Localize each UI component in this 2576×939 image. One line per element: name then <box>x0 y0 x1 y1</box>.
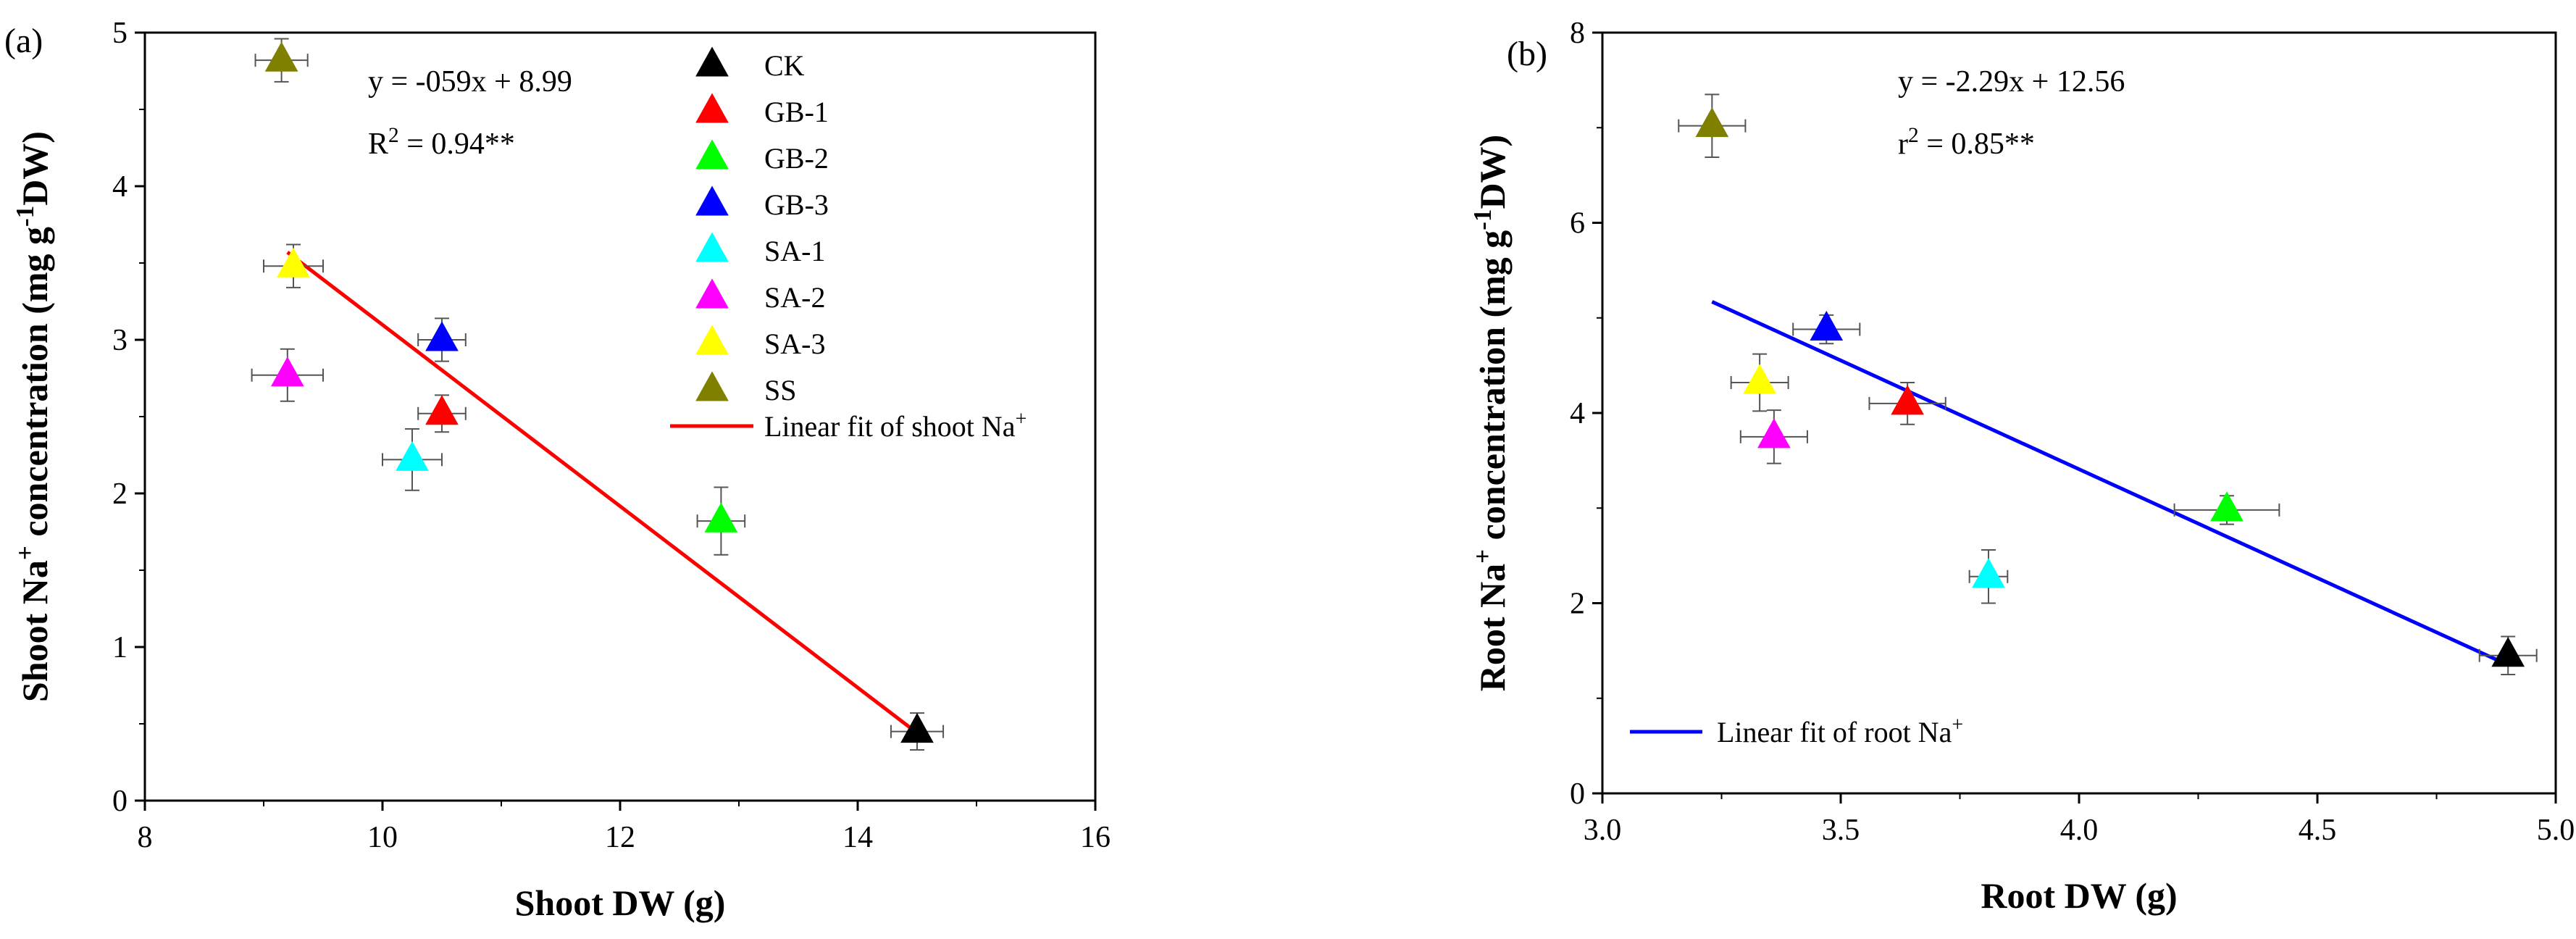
legend-label: CK <box>764 49 805 82</box>
x-axis-label: Root DW (g) <box>1981 875 2177 916</box>
plot-frame <box>1601 31 2557 795</box>
data-point-gb-1 <box>1891 385 1924 415</box>
legend-marker-sa-3 <box>695 325 729 355</box>
data-point-sa-1 <box>396 441 429 471</box>
y-tick-label: 3 <box>112 324 127 357</box>
x-tick-label: 16 <box>1080 821 1111 854</box>
data-point-gb-2 <box>704 502 738 533</box>
r-squared-superscript: 2 <box>388 124 399 147</box>
y-tick-label: 0 <box>1570 777 1585 811</box>
legend-marker-gb-2 <box>695 139 729 170</box>
y-axis-label-superscript: -1 <box>11 206 39 227</box>
data-point-sa-2 <box>270 356 304 387</box>
legend-label: GB-2 <box>764 142 829 175</box>
y-tick-label: 2 <box>112 477 127 511</box>
legend-label: SA-3 <box>764 327 825 360</box>
linear-fit-line <box>1711 300 2509 667</box>
legend-fit-label-part: Linear fit of shoot Na <box>764 410 1016 443</box>
y-tick-label: 0 <box>112 785 127 818</box>
legend-fit-label-superscript: + <box>1952 714 1963 736</box>
panel-label: (b) <box>1507 35 1547 73</box>
y-axis-label-superscript: -1 <box>1468 209 1497 230</box>
linear-fit-line <box>286 251 913 730</box>
y-tick-label: 2 <box>1570 588 1585 621</box>
data-point-ss <box>264 41 298 72</box>
panel-b-root: 3.0 3.5 4.0 4.5 5.0 0 2 4 6 8 Root DW (g) Root Na+ … <box>1468 17 2575 916</box>
y-tick-label: 8 <box>1570 17 1585 50</box>
r-squared-part: = 0.94** <box>399 128 515 161</box>
y-axis-label-part: DW) <box>14 131 55 206</box>
r-squared: R2 = 0.94** <box>368 124 515 161</box>
legend-label: GB-1 <box>764 96 829 128</box>
x-tick-label: 12 <box>605 821 635 854</box>
x-tick-label: 4.0 <box>2060 814 2099 847</box>
r-squared-part: r <box>1898 128 1908 161</box>
legend-fit-label-part: Linear fit of root Na <box>1717 716 1952 748</box>
data-point-gb-3 <box>425 321 459 351</box>
legend-fit-label: Linear fit of shoot Na+ <box>764 408 1026 443</box>
y-tick-label: 1 <box>112 631 127 664</box>
legend-marker-ck <box>695 46 729 77</box>
x-tick-label: 14 <box>842 821 873 854</box>
y-axis-label-superscript: + <box>11 546 39 560</box>
r-squared-part: R <box>368 128 388 161</box>
y-tick-label: 4 <box>112 170 127 204</box>
data-point-ck <box>900 713 934 743</box>
regression-equation: y = -2.29x + 12.56 <box>1898 65 2125 99</box>
x-tick-label: 4.5 <box>2299 814 2337 847</box>
legend-label: SS <box>764 374 797 406</box>
r-squared: r2 = 0.85** <box>1898 124 2035 161</box>
panel-label: (a) <box>4 22 43 60</box>
y-axis-label-part: Shoot Na <box>14 560 55 702</box>
y-axis-label-part: DW) <box>1472 135 1513 209</box>
data-point-sa-3 <box>1743 364 1776 394</box>
y-tick-label: 5 <box>112 17 127 50</box>
x-tick-label: 3.0 <box>1584 814 1622 847</box>
legend-marker-sa-2 <box>695 278 729 309</box>
y-axis-label-part: Root Na <box>1472 564 1513 691</box>
legend-marker-gb-3 <box>695 185 729 216</box>
y-tick-label: 4 <box>1570 397 1585 430</box>
data-point-ck <box>2491 637 2525 667</box>
data-point-sa-3 <box>277 247 310 277</box>
y-axis-label: Root Na+ concentration (mg g-1DW) <box>1468 135 1513 691</box>
y-axis-label-part: concentration (mg g <box>14 227 55 546</box>
x-tick-label: 8 <box>138 821 153 854</box>
r-squared-superscript: 2 <box>1908 124 1919 147</box>
x-axis-label: Shoot DW (g) <box>515 882 726 923</box>
x-tick-label: 5.0 <box>2537 814 2575 847</box>
legend: Linear fit of root Na+ <box>1630 714 1963 749</box>
legend-marker-sa-1 <box>695 232 729 262</box>
regression-equation: y = -059x + 8.99 <box>368 65 572 99</box>
legend-label: SA-1 <box>764 235 825 267</box>
legend-fit-label-superscript: + <box>1016 408 1027 430</box>
legend-marker-gb-1 <box>695 93 729 123</box>
y-axis-label-part: concentration (mg g <box>1472 230 1513 549</box>
legend-label: SA-2 <box>764 281 825 314</box>
data-point-sa-1 <box>1972 558 2005 588</box>
data-point-gb-3 <box>1810 310 1844 341</box>
y-axis-label-superscript: + <box>1468 549 1497 564</box>
legend-label: GB-3 <box>764 188 829 221</box>
x-tick-label: 10 <box>367 821 398 854</box>
legend-fit-label: Linear fit of root Na+ <box>1717 714 1963 749</box>
y-axis-label: Shoot Na+ concentration (mg g-1DW) <box>11 131 56 702</box>
data-point-gb-2 <box>2210 491 2243 522</box>
r-squared-part: = 0.85** <box>1919 128 2035 161</box>
y-tick-label: 6 <box>1570 207 1585 241</box>
data-point-sa-2 <box>1757 418 1791 448</box>
data-point-gb-1 <box>425 395 459 425</box>
x-tick-label: 3.5 <box>1822 814 1860 847</box>
data-point-ss <box>1695 107 1729 138</box>
legend-marker-ss <box>695 371 729 401</box>
